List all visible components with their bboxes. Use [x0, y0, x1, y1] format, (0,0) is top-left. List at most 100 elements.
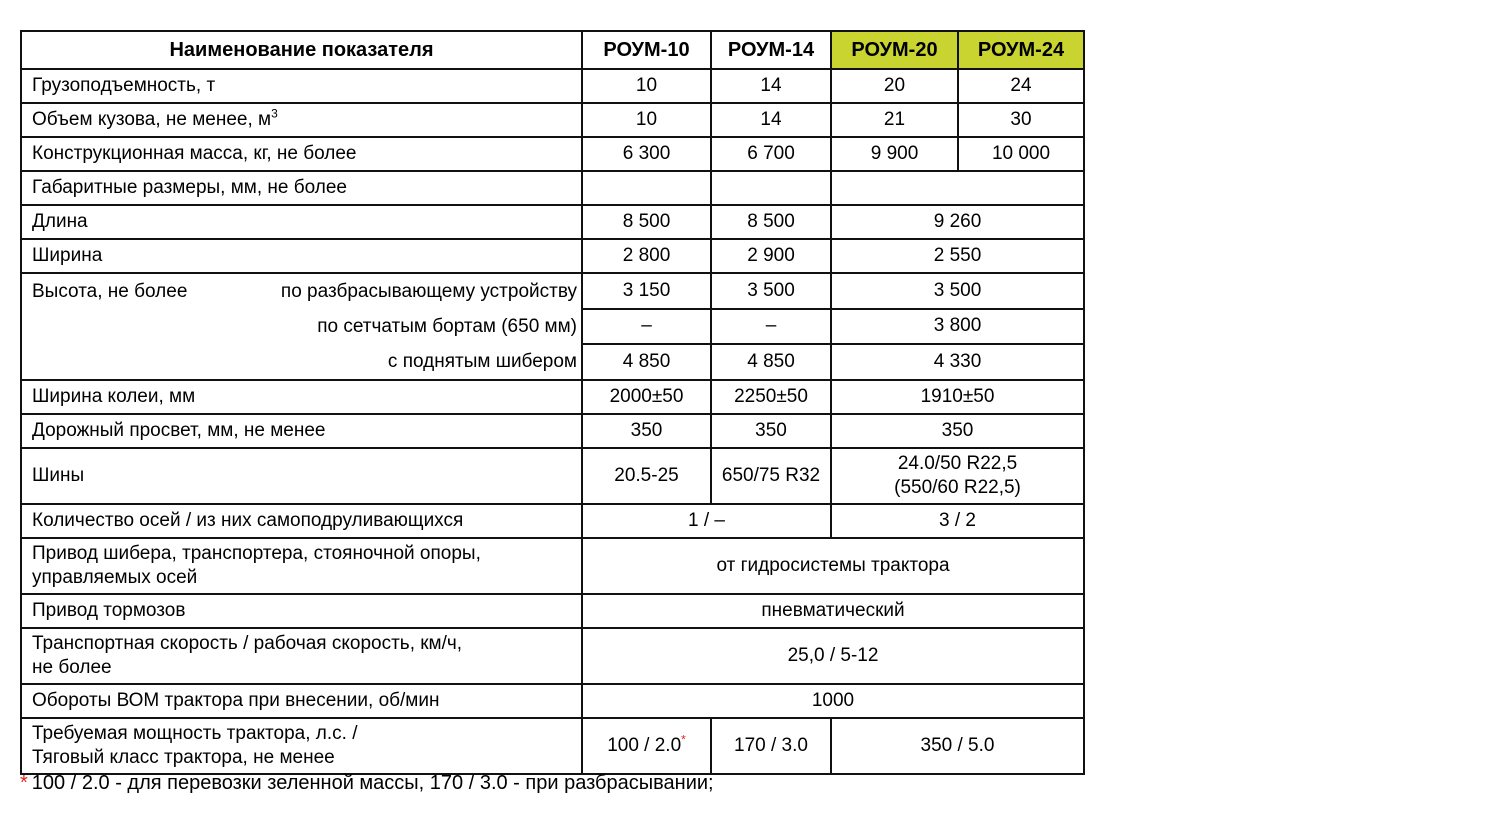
table-row: Шины 20.5-25 650/75 R32 24.0/50 R22,5 (550/… — [20, 447, 1085, 505]
value-cell: 350 — [581, 413, 712, 449]
value-text: 20.5-25 — [614, 465, 679, 486]
row-label-cell: Требуемая мощность трактора, л.с. / Тяго… — [20, 717, 583, 775]
value-text: 20 — [883, 75, 906, 96]
value-text: 3 / 2 — [939, 510, 976, 531]
row-label-cell: Длина — [20, 204, 583, 240]
height-sub-label: с поднятым шибером — [387, 350, 577, 372]
value-cell: 4 850 — [581, 343, 712, 381]
table-row: 4 850 4 850 4 330 — [21, 343, 1085, 381]
value-text: 1000 — [811, 690, 855, 711]
value-text: 1910±50 — [920, 386, 995, 407]
value-text: 650/75 R32 — [721, 465, 821, 486]
row-label-cell: Дорожный просвет, мм, не менее — [20, 413, 583, 449]
value-cell: 1910±50 — [830, 379, 1085, 415]
value-cell: 3 500 — [830, 272, 1085, 310]
value-text: 3 150 — [622, 279, 671, 301]
value-cell: 100 / 2.0* — [581, 717, 712, 775]
value-cell: 10 — [581, 102, 712, 138]
header-model-роум-24: РОУМ-24 — [957, 30, 1085, 70]
value-cell: 21 — [830, 102, 959, 138]
value-text: 24.0/50 R22,5 (550/60 R22,5) — [894, 453, 1021, 498]
spec-table-body: Наименование показателя РОУМ-10 РОУМ-14 РОУ… — [20, 30, 1085, 775]
value-cell: 350 — [710, 413, 832, 449]
row-label-cell: Грузоподъемность, т — [20, 68, 583, 104]
row-label-text: Количество осей / из них самоподруливающ… — [32, 510, 464, 531]
value-text: 9 900 — [870, 143, 919, 164]
value-cell: 24 — [957, 68, 1085, 104]
value-cell: 2000±50 — [581, 379, 712, 415]
value-cell: 350 — [830, 413, 1085, 449]
value-cell: 14 — [710, 68, 832, 104]
table-row: Конструкционная масса, кг, не более 6 300… — [20, 136, 1085, 172]
value-text: 9 260 — [933, 211, 982, 232]
value-cell: 4 850 — [710, 343, 832, 381]
table-row: Привод тормозов пневматический — [20, 593, 1085, 629]
value-cell: 25,0 / 5-12 — [581, 627, 1085, 685]
value-cell: 350 / 5.0 — [830, 717, 1085, 775]
row-label-cell-height: Высота, не более по разбрасывающему устро… — [20, 272, 583, 381]
value-cell: 14 — [710, 102, 832, 138]
value-text: пневматический — [761, 600, 905, 621]
value-cell: 2 550 — [830, 238, 1085, 274]
row-label-text: Привод тормозов — [32, 600, 186, 621]
value-text: 350 — [755, 420, 787, 441]
row-label-text: Привод шибера, транспортера, стояночной … — [32, 543, 481, 588]
row-label-text: Грузоподъемность, т — [32, 75, 216, 96]
table-row: Требуемая мощность трактора, л.с. / Тяго… — [20, 717, 1085, 775]
value-cell: 1 / – — [581, 503, 832, 539]
value-cell: 10 000 — [957, 136, 1085, 172]
value-text: 3 800 — [933, 315, 982, 337]
value-cell: 2 900 — [710, 238, 832, 274]
value-cell: 24.0/50 R22,5 (550/60 R22,5) — [830, 447, 1085, 505]
value-cell: – — [581, 307, 712, 346]
value-cell: 6 700 — [710, 136, 832, 172]
table-row: Габаритные размеры, мм, не более — [20, 170, 1085, 206]
value-cell: 30 — [957, 102, 1085, 138]
value-cell: 650/75 R32 — [710, 447, 832, 505]
row-label-cell: Шины — [20, 447, 583, 505]
header-model-роум-14: РОУМ-14 — [710, 30, 832, 70]
value-cell: 8 500 — [710, 204, 832, 240]
row-label-text: Объем кузова, не менее, м — [32, 109, 272, 130]
footnote-text: 100 / 2.0 - для перевозки зеленной массы… — [31, 772, 714, 794]
value-text: 3 500 — [933, 279, 982, 301]
footnote: * 100 / 2.0 - для перевозки зеленной масс… — [20, 770, 714, 796]
value-text: 8 500 — [747, 211, 795, 232]
value-cell: 4 330 — [830, 343, 1085, 381]
value-text: 14 — [760, 75, 782, 96]
row-label-cell: Привод шибера, транспортера, стояночной … — [20, 537, 583, 595]
value-text: 8 500 — [622, 211, 671, 232]
value-text: 100 / 2.0 — [607, 735, 682, 756]
value-text: 10 000 — [991, 143, 1051, 164]
value-text: 350 — [941, 420, 974, 441]
table-row: Дорожный просвет, мм, не менее 350 350 350 — [20, 413, 1085, 449]
value-cell — [830, 170, 1085, 206]
value-cell — [710, 170, 832, 206]
height-sub-label: по разбрасывающему устройству — [280, 280, 577, 302]
table-row: – – 3 800 — [21, 307, 1085, 346]
height-label-left: Высота, не более — [32, 280, 188, 302]
row-label-text: Длина — [32, 211, 88, 232]
header-row: Наименование показателя РОУМ-10 РОУМ-14 РОУ… — [20, 30, 1085, 70]
row-label-text: Конструкционная масса, кг, не более — [32, 143, 357, 164]
row-label-text: Требуемая мощность трактора, л.с. / Тяго… — [32, 723, 358, 768]
table-row: Количество осей / из них самоподруливающ… — [20, 503, 1085, 539]
value-cell: 10 — [581, 68, 712, 104]
header-model-роум-10: РОУМ-10 — [581, 30, 712, 70]
table-row: Объем кузова, не менее, м3 10 14 21 30 — [20, 102, 1085, 138]
value-text: 25,0 / 5-12 — [787, 645, 879, 666]
value-text: 2000±50 — [609, 386, 684, 407]
row-label-text: Транспортная скорость / рабочая скорость… — [32, 633, 463, 678]
height-sub-label: по сетчатым бортам (650 мм) — [317, 315, 577, 337]
value-cell: 1000 — [581, 683, 1085, 719]
value-cell: 3 / 2 — [830, 503, 1085, 539]
table-row: Длина 8 500 8 500 9 260 — [20, 204, 1085, 240]
value-cell: 9 260 — [830, 204, 1085, 240]
value-cell — [581, 170, 712, 206]
row-label-cell: Привод тормозов — [20, 593, 583, 629]
table-row: Высота, не более по разбрасывающему устро… — [20, 272, 1085, 381]
value-cell: 6 300 — [581, 136, 712, 172]
header-name-column: Наименование показателя — [20, 30, 583, 70]
spec-table: Наименование показателя РОУМ-10 РОУМ-14 РОУ… — [20, 30, 1085, 775]
